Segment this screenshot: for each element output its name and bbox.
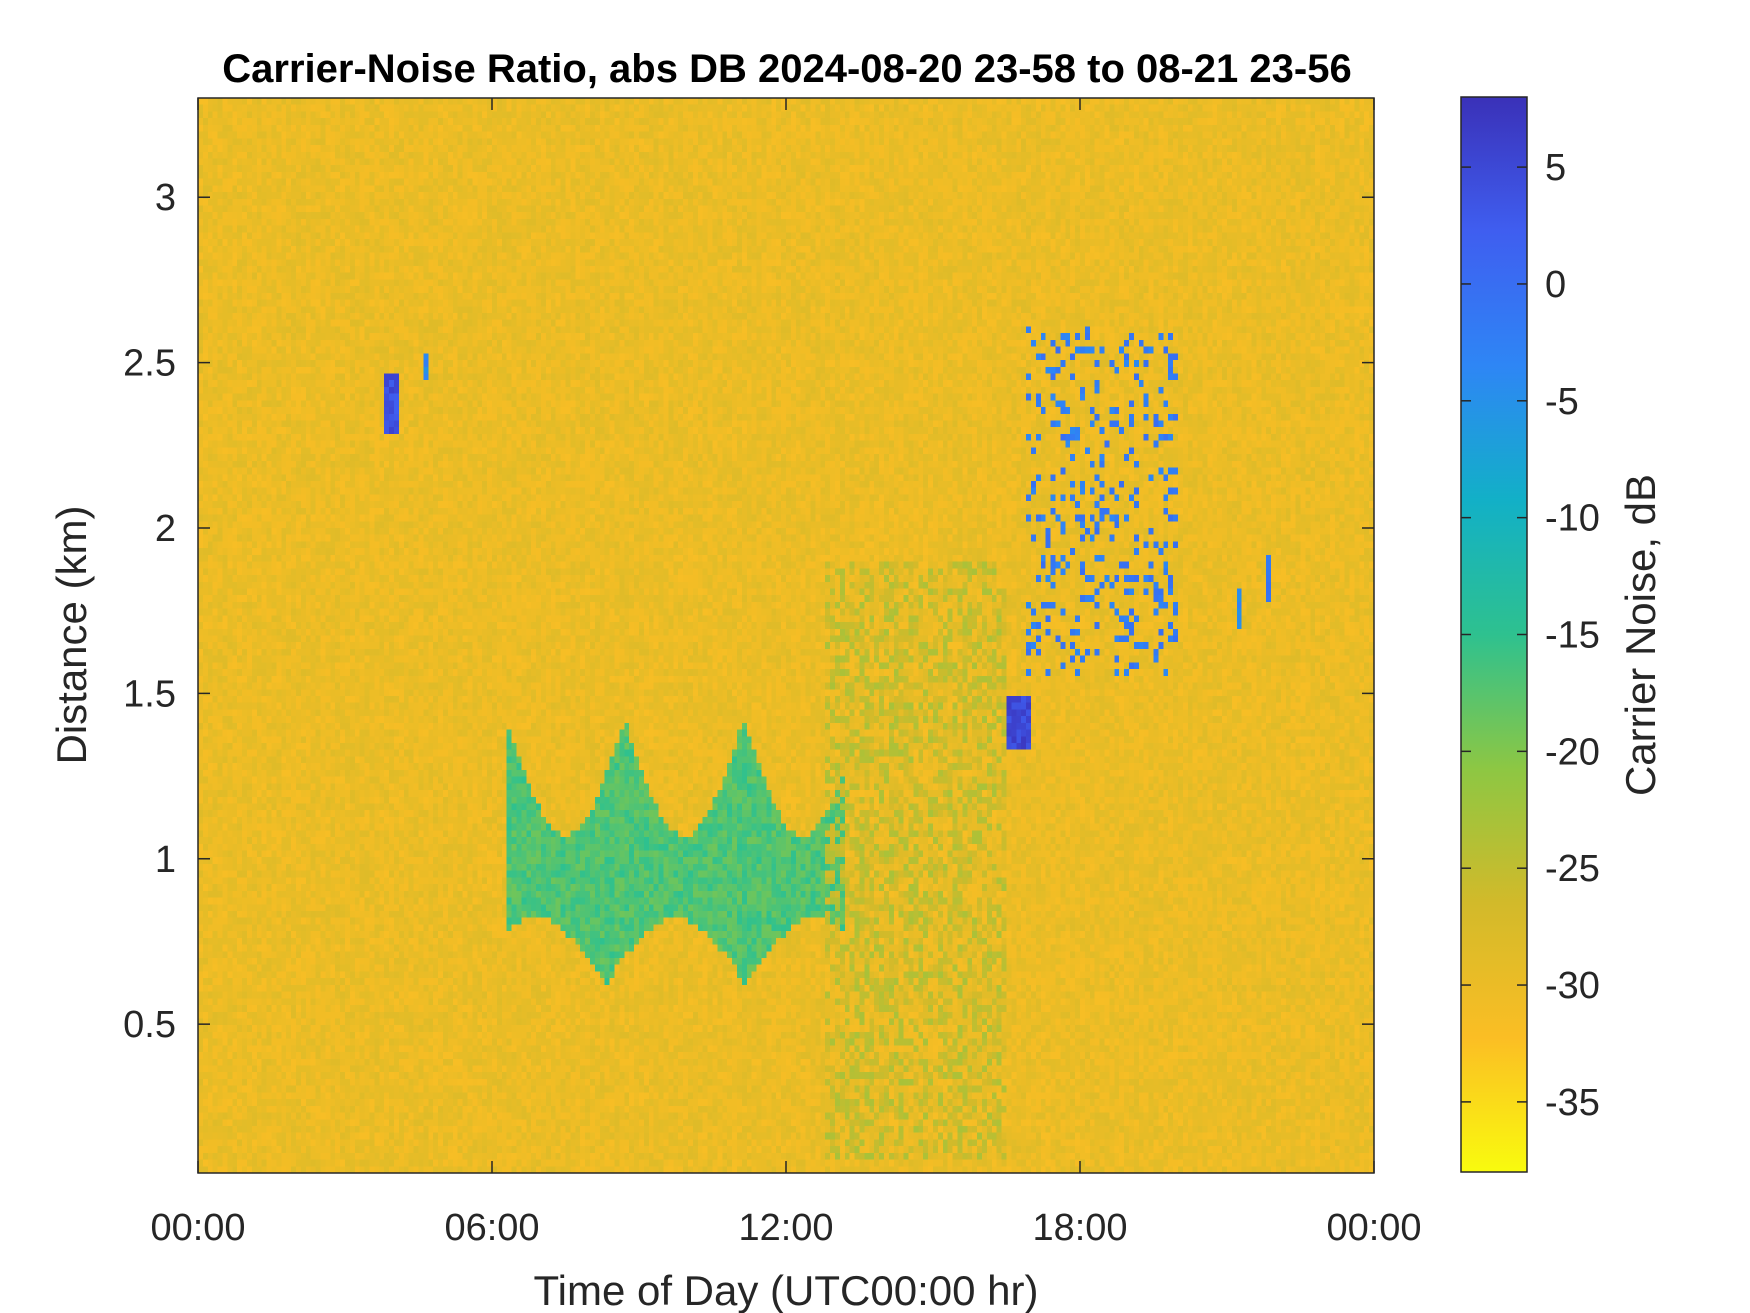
colorbar [1460,96,1528,1173]
x-tick-label: 18:00 [1032,1207,1127,1249]
colorbar-tick-label: -30 [1545,965,1600,1007]
colorbar-tick-label: -25 [1545,848,1600,890]
heatmap-image [198,98,1374,1173]
colorbar-tick-label: 5 [1545,147,1566,189]
y-tick-label: 2.5 [123,343,176,385]
y-tick-label: 3 [155,177,176,219]
y-tick-label: 2 [155,508,176,550]
y-tick-label: 1.5 [123,673,176,715]
chart-title: Carrier-Noise Ratio, abs DB 2024-08-20 2… [222,47,1351,91]
y-tick-label: 1 [155,839,176,881]
x-axis: 00:00 06:00 12:00 18:00 00:00 [150,98,1422,1249]
x-tick-label: 00:00 [150,1207,245,1249]
x-tick-label: 00:00 [1326,1207,1421,1249]
colorbar-label: Carrier Noise, dB [1617,474,1664,796]
y-axis-label: Distance (km) [48,505,95,764]
x-axis-label: Time of Day (UTC00:00 hr) [534,1267,1039,1313]
x-tick-label: 06:00 [444,1207,539,1249]
colorbar-tick-label: -20 [1545,731,1600,773]
colorbar-tick-label: -5 [1545,381,1579,423]
y-tick-label: 0.5 [123,1004,176,1046]
colorbar-tick-label: -15 [1545,615,1600,657]
x-tick-label: 12:00 [738,1207,833,1249]
heatmap [198,98,1374,1173]
colorbar-ticks: 5 0 -5 -10 -15 -20 -25 -30 -35 [1461,147,1600,1124]
colorbar-tick-label: 0 [1545,264,1566,306]
y-axis: 0.5 1 1.5 2 2.5 3 [123,177,1374,1046]
colorbar-tick-label: -10 [1545,498,1600,540]
colorbar-tick-label: -35 [1545,1082,1600,1124]
